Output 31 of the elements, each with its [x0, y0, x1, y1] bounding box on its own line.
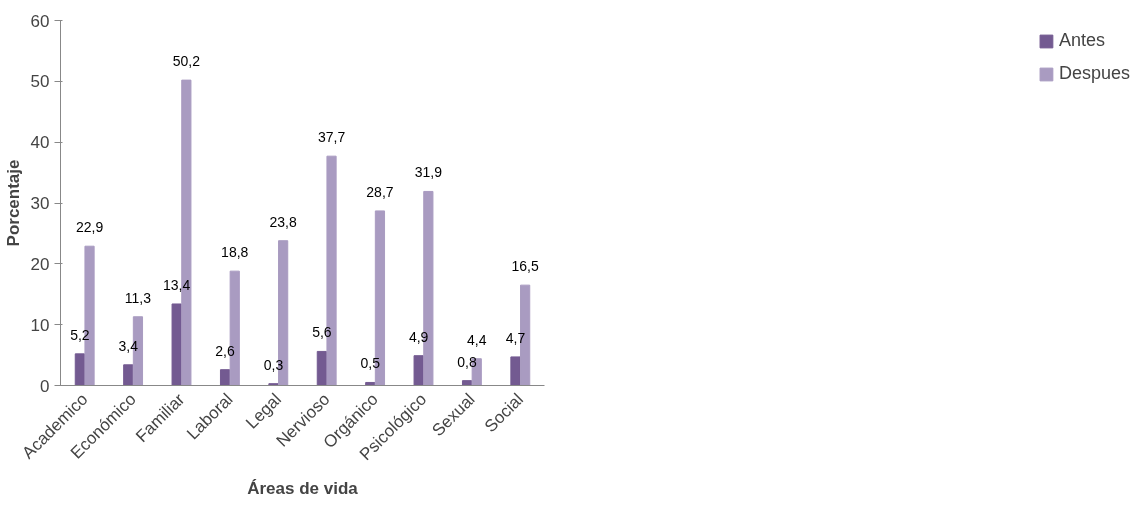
legend-label: Despues — [1058, 63, 1130, 84]
data-label: 0,8 — [457, 353, 477, 370]
data-label: 0,5 — [360, 355, 381, 372]
data-label: 0,3 — [263, 356, 284, 373]
data-label: 11,3 — [124, 289, 152, 306]
data-label: 5,2 — [70, 326, 90, 343]
y-tick-label: 10 — [30, 315, 50, 335]
legend-label: Antes — [1058, 30, 1105, 51]
data-label: 18,8 — [221, 244, 249, 261]
data-label: 37,7 — [317, 129, 346, 146]
y-tick-label: 60 — [30, 11, 50, 31]
y-tick-label: 0 — [40, 376, 50, 396]
data-label: 22,9 — [75, 219, 104, 236]
data-label: 31,9 — [414, 164, 443, 181]
data-label: 13,4 — [163, 276, 191, 293]
y-axis-title: Porcentaje — [3, 159, 23, 247]
y-tick-label: 20 — [30, 254, 50, 274]
data-label: 23,8 — [269, 213, 297, 230]
data-label: 4,7 — [505, 329, 526, 346]
data-label: 3,4 — [118, 337, 139, 354]
x-axis-title: Áreas de vida — [247, 478, 359, 498]
y-tick-label: 30 — [30, 194, 50, 213]
data-label: 28,7 — [366, 183, 394, 200]
y-tick-label: 40 — [30, 133, 50, 153]
data-label: 16,5 — [511, 258, 539, 275]
data-label: 4,9 — [408, 328, 429, 345]
data-label: 50,2 — [172, 53, 201, 70]
data-label: 2,6 — [215, 342, 235, 359]
data-label: 5,6 — [312, 324, 332, 341]
y-tick-label: 50 — [30, 72, 50, 92]
data-label: 4,4 — [467, 331, 487, 348]
